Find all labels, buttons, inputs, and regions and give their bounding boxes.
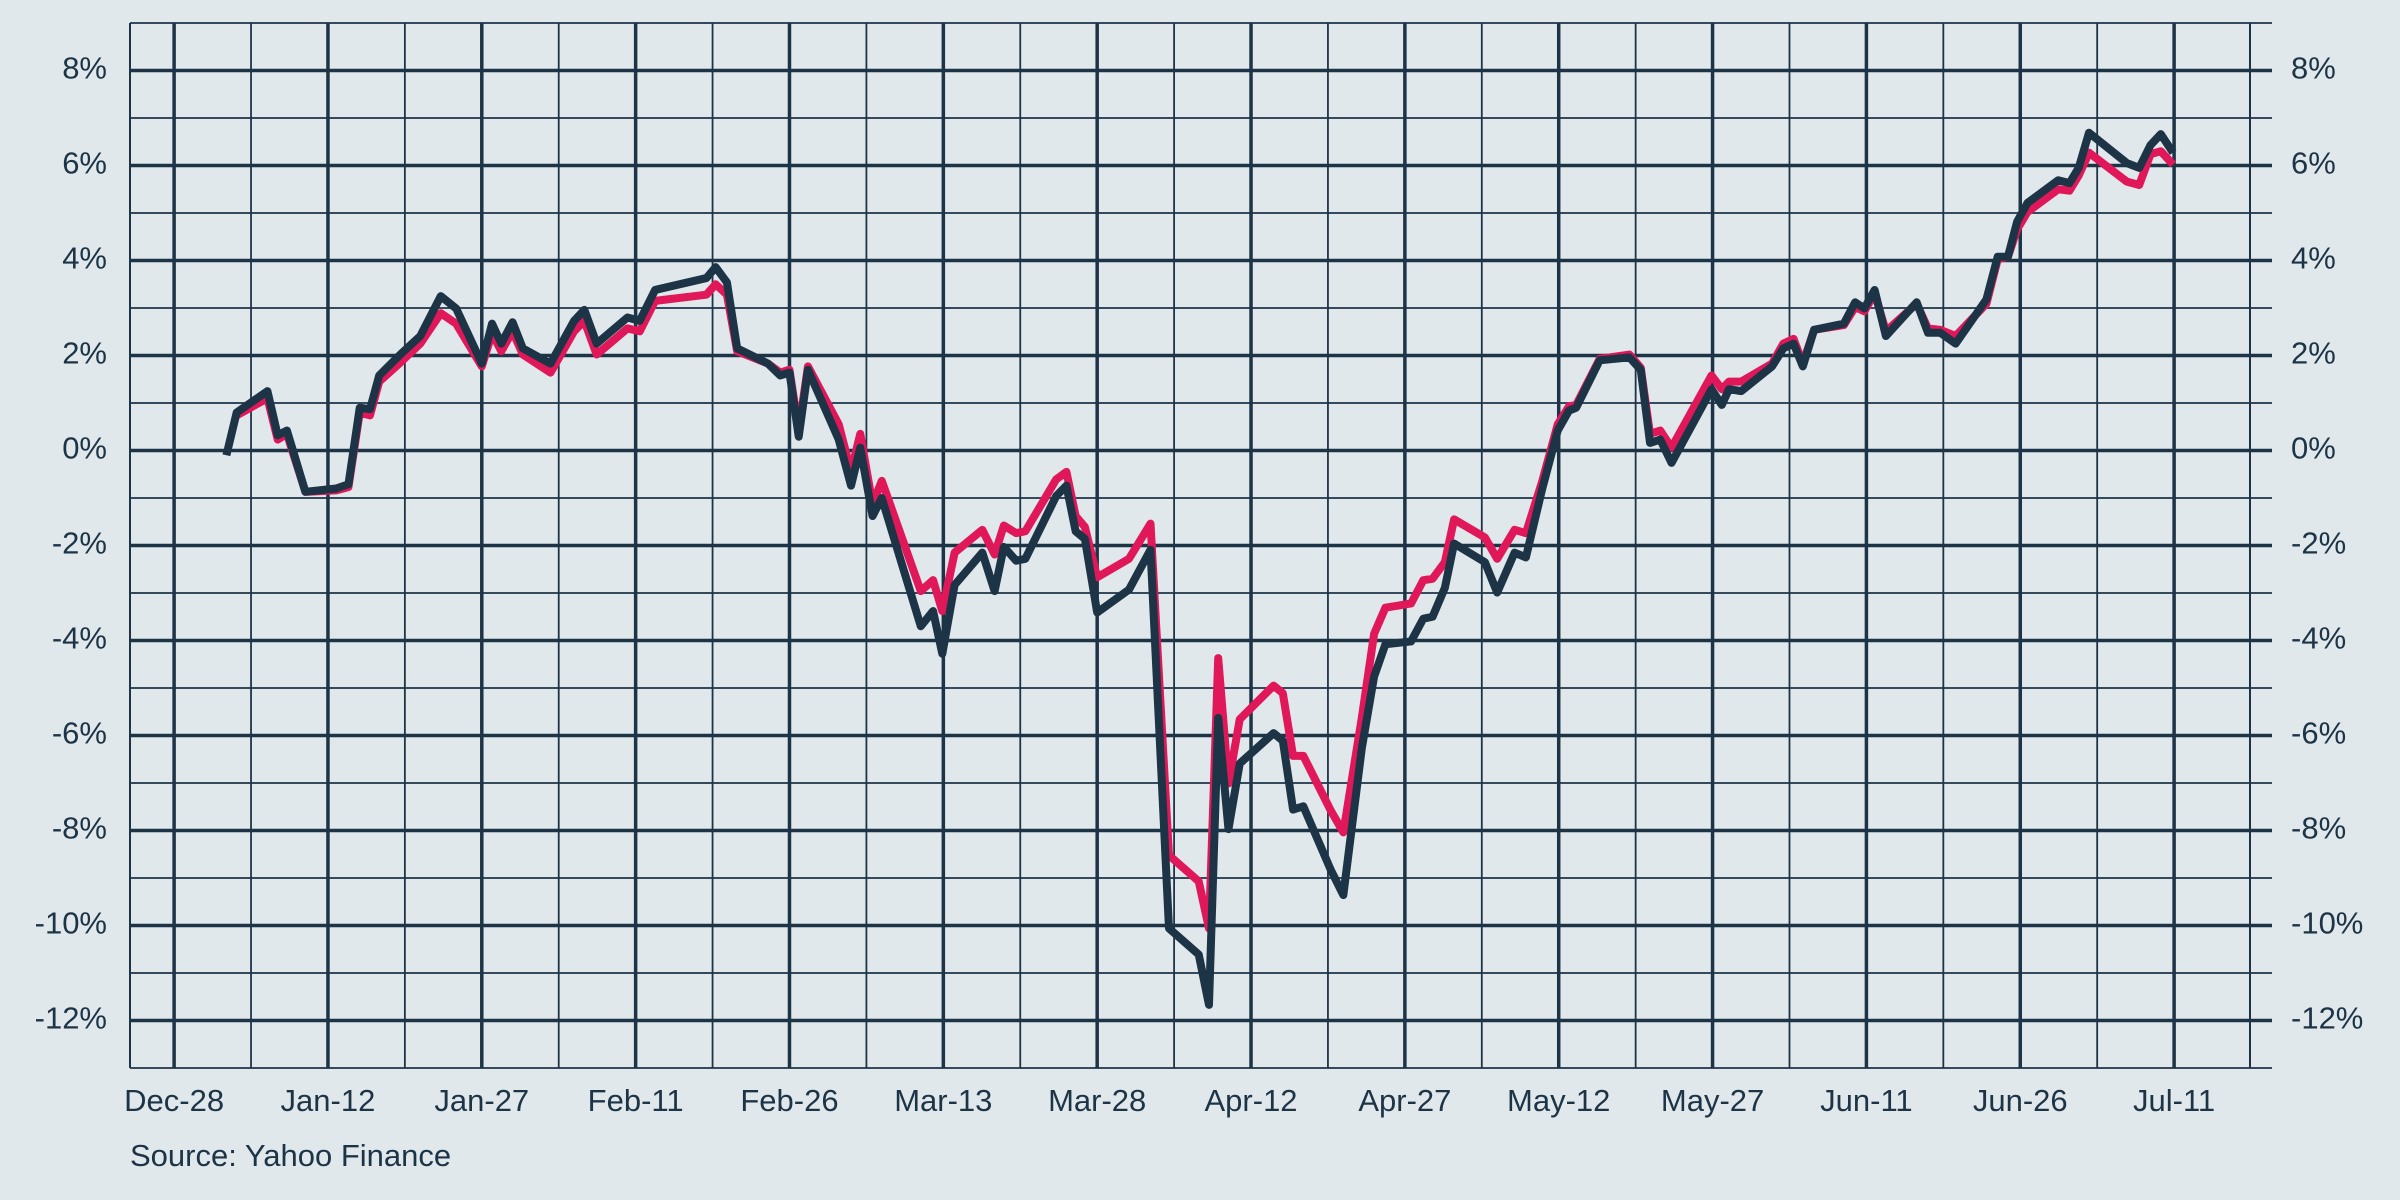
lines bbox=[222, 128, 2177, 1009]
x-tick-label: Mar-28 bbox=[1048, 1083, 1146, 1118]
y-tick-label: 0% bbox=[62, 431, 107, 466]
y-tick-label: 6% bbox=[62, 146, 107, 181]
y2-tick-label: -10% bbox=[2291, 906, 2363, 941]
y2-tick-label: -8% bbox=[2291, 811, 2346, 846]
x-tick-label: Apr-27 bbox=[1358, 1083, 1451, 1118]
x-tick-label: Feb-26 bbox=[740, 1083, 838, 1118]
y2-tick-label: -4% bbox=[2291, 621, 2346, 656]
y2-tick-label: 0% bbox=[2291, 431, 2336, 466]
source-note: Source: Yahoo Finance bbox=[130, 1138, 451, 1173]
line-series bbox=[222, 128, 2177, 1009]
y2-tick-label: 6% bbox=[2291, 146, 2336, 181]
x-tick-label: Feb-11 bbox=[588, 1083, 684, 1118]
x-tick-label: Jun-26 bbox=[1973, 1083, 2068, 1118]
y-tick-label: 4% bbox=[62, 241, 107, 276]
y-tick-label: -10% bbox=[35, 906, 107, 941]
x-tick-label: May-27 bbox=[1661, 1083, 1764, 1118]
y2-tick-label: -12% bbox=[2291, 1001, 2363, 1036]
x-tick-label: Mar-13 bbox=[894, 1083, 992, 1118]
x-tick-label: Jun-11 bbox=[1820, 1083, 1913, 1118]
line-series bbox=[234, 147, 2177, 933]
y2-tick-label: -2% bbox=[2291, 526, 2346, 561]
y-tick-label: 8% bbox=[62, 51, 107, 86]
x-tick-label: Dec-28 bbox=[124, 1083, 224, 1118]
y-tick-label: -12% bbox=[35, 1001, 107, 1036]
y2-tick-label: -6% bbox=[2291, 716, 2346, 751]
y-tick-label: -6% bbox=[52, 716, 107, 751]
y2-tick-label: 2% bbox=[2291, 336, 2336, 371]
y2-tick-label: 4% bbox=[2291, 241, 2336, 276]
y-tick-label: -8% bbox=[52, 811, 107, 846]
x-tick-label: Jan-27 bbox=[434, 1083, 529, 1118]
x-tick-label: Jan-12 bbox=[281, 1083, 376, 1118]
labels: -12% -10% -8% -6% -4% -2% 0% 2% 4% 6% 8% -12% -10% -8… bbox=[35, 51, 2364, 1119]
y-tick-label: 2% bbox=[62, 336, 107, 371]
x-tick-label: Jul-11 bbox=[2133, 1083, 2215, 1118]
y-tick-label: -2% bbox=[52, 526, 107, 561]
x-tick-label: May-12 bbox=[1507, 1083, 1610, 1118]
grid bbox=[130, 22, 2272, 1069]
y-tick-label: -4% bbox=[52, 621, 107, 656]
x-tick-label: Apr-12 bbox=[1205, 1083, 1298, 1118]
y2-tick-label: 8% bbox=[2291, 51, 2336, 86]
